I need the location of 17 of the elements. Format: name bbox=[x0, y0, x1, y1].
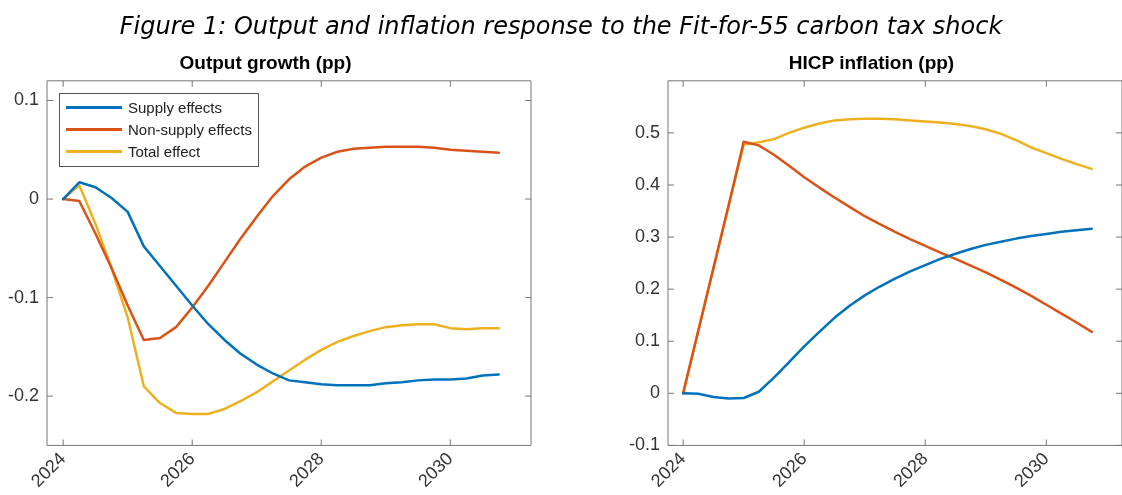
y-tick-label: 0 bbox=[29, 188, 40, 209]
chart-title: HICP inflation (pp) bbox=[788, 51, 955, 73]
legend-label: Supply effects bbox=[128, 99, 222, 117]
y-tick-label: 0.3 bbox=[634, 226, 661, 247]
y-tick-label: 0.2 bbox=[634, 278, 661, 299]
caption: Figure 1: Output and inflation response to the Fit-for-55 carbon tax shock bbox=[118, 11, 1004, 42]
legend-label: Non-supply effects bbox=[128, 121, 252, 139]
y-tick-label: 0 bbox=[650, 382, 661, 403]
y-tick-label: -0.1 bbox=[628, 434, 661, 455]
y-tick-label: -0.2 bbox=[7, 385, 40, 406]
legend-label: Total effect bbox=[128, 143, 201, 161]
y-tick-label: 0.1 bbox=[13, 89, 40, 110]
y-tick-label: 0.1 bbox=[634, 330, 661, 351]
y-tick-label: 0.4 bbox=[634, 173, 661, 194]
chart-title: Output growth (pp) bbox=[179, 51, 352, 73]
y-tick-label: 0.5 bbox=[634, 121, 661, 142]
y-tick-label: -0.1 bbox=[7, 286, 40, 307]
